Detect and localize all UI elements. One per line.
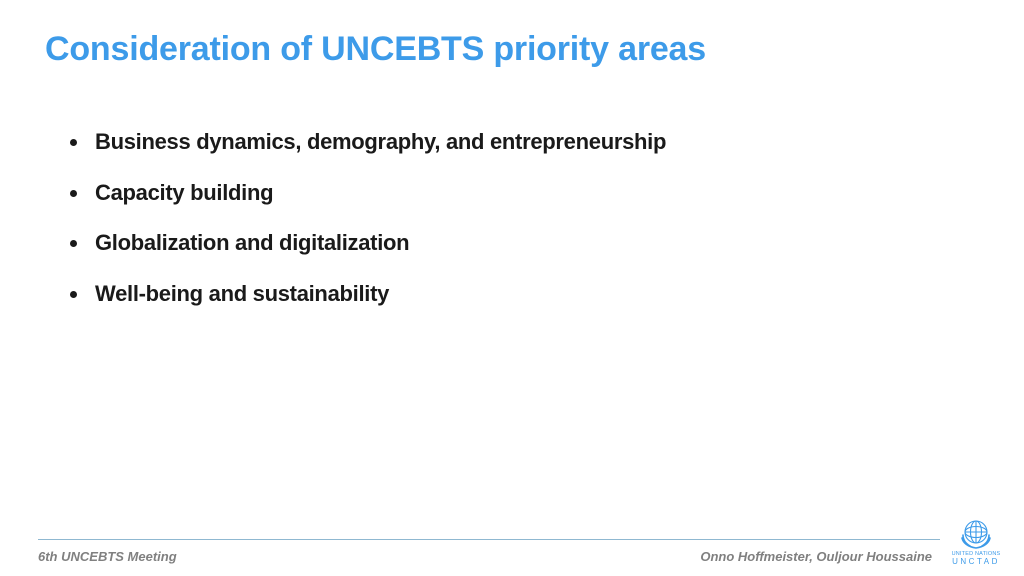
footer-left-text: 6th UNCEBTS Meeting	[38, 549, 177, 564]
footer-right-text: Onno Hoffmeister, Ouljour Houssaine	[700, 549, 932, 564]
slide-title: Consideration of UNCEBTS priority areas	[45, 30, 706, 69]
bullet-text: Well-being and sustainability	[95, 280, 389, 309]
bullet-dot-icon	[70, 291, 77, 298]
footer-divider	[38, 539, 940, 540]
list-item: Capacity building	[70, 179, 964, 208]
bullet-text: Capacity building	[95, 179, 273, 208]
list-item: Business dynamics, demography, and entre…	[70, 128, 964, 157]
list-item: Well-being and sustainability	[70, 280, 964, 309]
unctad-logo: UNITED NATIONS UNCTAD	[948, 516, 1004, 566]
bullet-text: Globalization and digitalization	[95, 229, 409, 258]
bullet-dot-icon	[70, 190, 77, 197]
slide: Consideration of UNCEBTS priority areas …	[0, 0, 1024, 576]
list-item: Globalization and digitalization	[70, 229, 964, 258]
bullet-text: Business dynamics, demography, and entre…	[95, 128, 666, 157]
logo-title: UNCTAD	[948, 557, 1004, 566]
bullet-dot-icon	[70, 139, 77, 146]
bullet-dot-icon	[70, 240, 77, 247]
bullet-list: Business dynamics, demography, and entre…	[70, 128, 964, 330]
un-emblem-icon	[956, 516, 996, 550]
